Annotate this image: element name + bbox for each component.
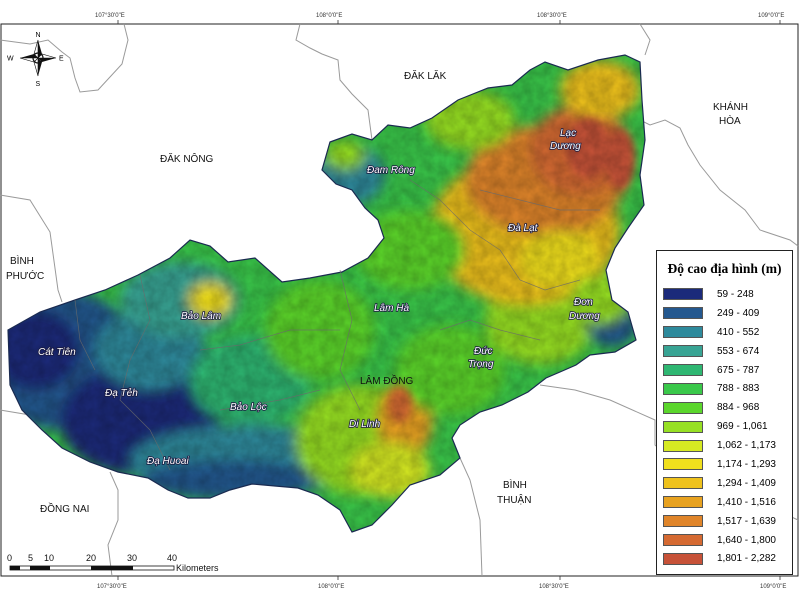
label-don-duong-1: Đơn [574, 297, 593, 308]
grid-label-top-1: 107°30'0"E [95, 13, 125, 19]
legend-swatch [663, 288, 703, 301]
legend-label: 59 - 248 [717, 288, 754, 300]
scale-tick-30: 30 [127, 553, 137, 563]
legend-swatch [663, 307, 703, 320]
grid-label-top-4: 109°0'0"E [758, 13, 784, 19]
label-khanh-hoa-2: HÒA [719, 114, 741, 127]
grid-label-bottom-4: 109°0'0"E [760, 584, 786, 590]
legend-item: 1,174 - 1,293 [657, 455, 792, 474]
legend-swatch [663, 345, 703, 358]
legend-swatch [663, 496, 703, 509]
scale-tick-0: 0 [7, 553, 12, 563]
legend-label: 1,062 - 1,173 [717, 440, 776, 452]
label-da-huoai: Đạ Huoai [147, 456, 189, 467]
legend-label: 675 - 787 [717, 364, 760, 376]
label-binh-phuoc-1: BÌNH [10, 254, 34, 267]
legend-swatch [663, 515, 703, 528]
label-don-duong-2: Dương [569, 311, 600, 322]
label-lam-dong: LÂM ĐỒNG [360, 374, 414, 387]
legend-item: 1,410 - 1,516 [657, 493, 792, 512]
legend-label: 1,294 - 1,409 [717, 477, 776, 489]
compass-rose-icon: N S E W [7, 32, 64, 88]
legend-item: 1,062 - 1,173 [657, 436, 792, 455]
legend-item: 675 - 787 [657, 361, 792, 380]
legend-item: 788 - 883 [657, 379, 792, 398]
legend-label: 1,517 - 1,639 [717, 515, 776, 527]
label-dam-rong: Đam Rông [367, 165, 415, 176]
district-boundaries [74, 179, 600, 471]
legend-swatch [663, 477, 703, 490]
label-bao-loc: Bảo Lộc [230, 401, 267, 413]
label-di-linh: Di Linh [349, 419, 381, 430]
label-dak-nong: ĐĂK NÔNG [160, 152, 214, 165]
legend-items: 59 - 248 249 - 409 410 - 552 553 - 674 675 -… [657, 285, 792, 568]
label-lam-ha: Lâm Hà [374, 303, 409, 314]
label-duc-trong-1: Đức [474, 346, 493, 357]
label-binh-thuan-2: THUẬN [497, 493, 531, 506]
scale-tick-5: 5 [28, 553, 33, 563]
scale-tick-20: 20 [86, 553, 96, 563]
compass-n: N [36, 32, 41, 39]
grid-label-bottom-1: 107°30'0"E [97, 584, 127, 590]
grid-label-top-3: 108°30'0"E [537, 13, 567, 19]
grid-label-bottom-3: 108°30'0"E [539, 584, 569, 590]
legend-label: 884 - 968 [717, 402, 760, 414]
label-duc-trong-2: Trọng [468, 359, 494, 370]
label-dak-lak: ĐĂK LĂK [404, 69, 447, 82]
compass-w: W [7, 56, 14, 63]
legend-item: 1,517 - 1,639 [657, 512, 792, 531]
legend-label: 1,410 - 1,516 [717, 496, 776, 508]
legend-swatch [663, 326, 703, 339]
scale-unit: Kilometers [176, 563, 219, 573]
legend-swatch [663, 458, 703, 471]
label-binh-phuoc-2: PHƯỚC [6, 269, 44, 282]
legend-swatch [663, 552, 703, 565]
label-dong-nai: ĐỒNG NAI [40, 502, 89, 515]
legend-swatch [663, 534, 703, 547]
legend-label: 1,801 - 2,282 [717, 553, 776, 565]
legend-item: 59 - 248 [657, 285, 792, 304]
label-lac-duong-1: Lạc [560, 128, 576, 139]
legend-item: 969 - 1,061 [657, 417, 792, 436]
legend-item: 884 - 968 [657, 398, 792, 417]
compass-e: E [59, 56, 64, 63]
legend-swatch [663, 364, 703, 376]
legend: Độ cao địa hình (m) 59 - 248 249 - 409 410… [656, 250, 793, 575]
scale-tick-10: 10 [44, 553, 54, 563]
legend-title: Độ cao địa hình (m) [667, 261, 782, 276]
legend-swatch [663, 401, 703, 414]
legend-label: 249 - 409 [717, 307, 760, 319]
label-khanh-hoa-1: KHÁNH [713, 100, 748, 113]
label-cat-tien: Cát Tiên [38, 347, 76, 358]
label-lac-duong-2: Dương [550, 141, 581, 152]
legend-label: 410 - 552 [717, 326, 760, 338]
grid-label-top-2: 108°0'0"E [316, 13, 342, 19]
legend-item: 1,640 - 1,800 [657, 531, 792, 550]
label-da-lat: Đà Lạt [508, 223, 539, 234]
legend-item: 410 - 552 [657, 323, 792, 342]
grid-label-bottom-2: 108°0'0"E [318, 584, 344, 590]
legend-swatch [663, 382, 703, 395]
legend-swatch [663, 420, 703, 433]
label-bao-lam: Bảo Lâm [181, 310, 221, 322]
legend-item: 249 - 409 [657, 304, 792, 323]
legend-label: 788 - 883 [717, 383, 760, 395]
compass-s: S [36, 81, 41, 88]
legend-swatch [663, 439, 703, 452]
scale-bar: 0 5 10 20 30 40 Kilometers [7, 553, 219, 573]
legend-item: 553 - 674 [657, 342, 792, 361]
legend-item: 1,801 - 2,282 [657, 549, 792, 568]
legend-label: 969 - 1,061 [717, 421, 768, 433]
label-binh-thuan-1: BÌNH [503, 478, 527, 491]
legend-label: 553 - 674 [717, 345, 760, 357]
scale-tick-40: 40 [167, 553, 177, 563]
label-da-teh: Đạ Tẻh [105, 387, 138, 399]
legend-label: 1,174 - 1,293 [717, 458, 776, 470]
legend-item: 1,294 - 1,409 [657, 474, 792, 493]
legend-label: 1,640 - 1,800 [717, 534, 776, 546]
